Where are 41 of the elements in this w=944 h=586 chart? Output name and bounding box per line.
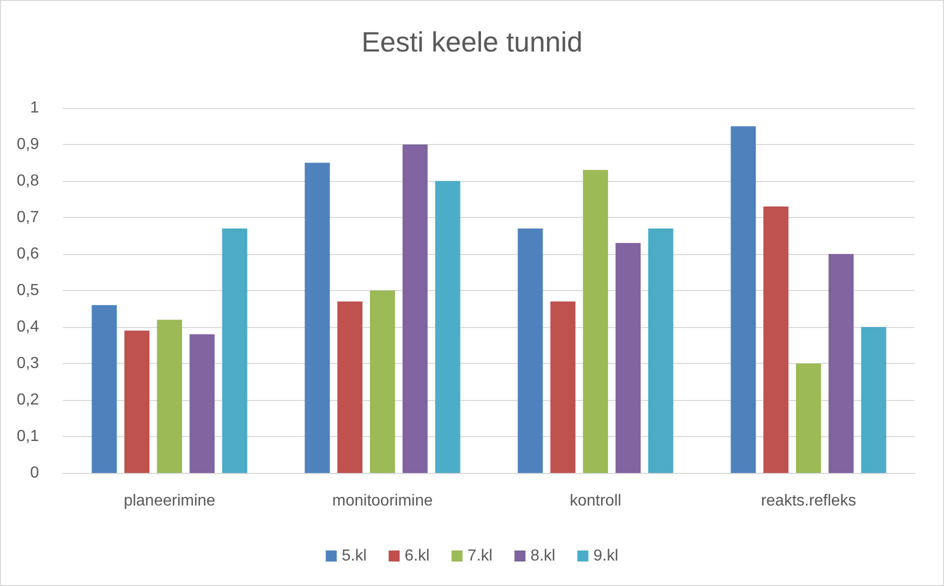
bar [796, 364, 822, 473]
legend-label: 8.kl [530, 548, 556, 564]
y-tick-label: 0 [30, 464, 40, 482]
bar [730, 126, 756, 473]
bar [156, 320, 182, 473]
bar [435, 181, 460, 473]
legend-label: 6.kl [404, 548, 430, 564]
bar [402, 144, 428, 473]
legend-label: 5.kl [342, 548, 367, 564]
legend-label: 7.kl [468, 548, 492, 564]
x-tick-label: monitoorimine [332, 492, 433, 510]
bar [828, 254, 854, 473]
y-tick-label: 1 [30, 100, 40, 116]
bar [518, 228, 543, 473]
chart-title: Eesti keele tunnid [361, 26, 583, 58]
y-tick-label: 0,2 [16, 392, 40, 408]
bar [190, 334, 215, 473]
y-tick-label: 0,3 [16, 355, 40, 372]
bar [763, 206, 788, 473]
y-tick-label: 0,5 [16, 282, 40, 299]
y-tick-label: 0,4 [16, 318, 40, 336]
bar [550, 301, 576, 473]
bar [337, 301, 362, 473]
y-tick-label: 0,1 [16, 428, 40, 445]
bar [370, 290, 396, 473]
x-tick-label: planeerimine [124, 492, 216, 510]
x-tick-label: kontroll [570, 492, 622, 510]
legend-label: 9.kl [593, 548, 618, 564]
bar [304, 162, 330, 473]
bar [616, 243, 641, 473]
bar [222, 228, 248, 473]
bar [92, 305, 117, 473]
y-tick-label: 0,7 [16, 209, 40, 226]
bar [582, 170, 608, 473]
x-tick-label: reakts.refleks [760, 492, 856, 510]
y-tick-label: 0,9 [16, 136, 40, 153]
y-tick-label: 0,8 [16, 172, 40, 190]
bar [124, 330, 150, 473]
y-tick-label: 0,6 [16, 246, 40, 262]
bar [648, 228, 674, 473]
bar [861, 327, 886, 473]
